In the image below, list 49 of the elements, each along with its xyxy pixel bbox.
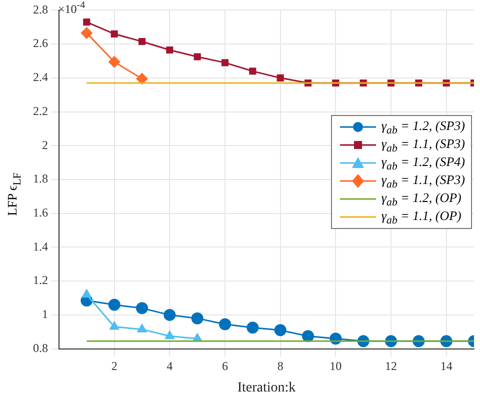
y-tick-label: 2.8 xyxy=(33,2,48,16)
y-tick-label: 1.6 xyxy=(33,206,48,220)
annotation: ×10$^{-4}$ xyxy=(58,0,86,17)
x-tick-label: 8 xyxy=(277,359,284,374)
x-tick-label: 6 xyxy=(222,359,228,374)
y-tick-label: 0.8 xyxy=(33,340,48,355)
point xyxy=(80,27,93,40)
point xyxy=(136,302,148,314)
x-tick-label: 2 xyxy=(111,359,118,374)
point xyxy=(246,322,259,334)
point xyxy=(166,46,174,54)
point xyxy=(164,308,176,321)
x-tick-label: 14 xyxy=(440,359,452,374)
x-tick-label: 4 xyxy=(166,359,173,374)
x-axis-title: Iteration:k xyxy=(237,380,296,396)
legend-label: γ$_{ab}$ = 1.2, (SP3) xyxy=(381,118,465,136)
point xyxy=(138,38,146,46)
y-tick-label: 2 xyxy=(42,138,48,152)
point xyxy=(136,323,148,332)
point xyxy=(276,74,284,82)
legend-label: γ$_{ab}$ = 1.2, (SP4) xyxy=(381,154,465,172)
legend-label: γ$_{ab}$ = 1.1, (SP3) xyxy=(381,172,465,190)
point xyxy=(136,72,148,85)
point xyxy=(81,288,92,298)
point xyxy=(274,324,286,336)
point xyxy=(108,298,120,311)
legend-label: γ$_{ab}$ = 1.1, (SP3) xyxy=(381,136,465,154)
y-tick-label: 1.2 xyxy=(33,273,48,288)
point xyxy=(219,318,231,330)
legend-label: γ$_{ab}$ = 1.1, (OP) xyxy=(381,208,462,226)
y-tick-label: 1 xyxy=(42,307,48,322)
point xyxy=(249,68,256,75)
point xyxy=(194,53,201,60)
point xyxy=(302,330,314,342)
point xyxy=(108,56,120,68)
point xyxy=(109,320,120,330)
y-tick-label: 1.4 xyxy=(33,239,48,254)
point xyxy=(83,18,90,26)
point xyxy=(221,59,229,66)
x-tick-label: 12 xyxy=(385,359,397,374)
legend-label: γ$_{ab}$ = 1.2, (OP) xyxy=(381,190,462,208)
y-tick-label: 2.2 xyxy=(33,104,48,118)
y-tick-label: 1.8 xyxy=(33,172,48,186)
y-tick-label: 2.4 xyxy=(33,70,48,84)
point xyxy=(110,30,118,38)
point xyxy=(191,312,204,324)
x-tick-label: 10 xyxy=(330,359,342,374)
y-tick-label: 2.6 xyxy=(33,36,48,50)
point xyxy=(164,330,175,340)
